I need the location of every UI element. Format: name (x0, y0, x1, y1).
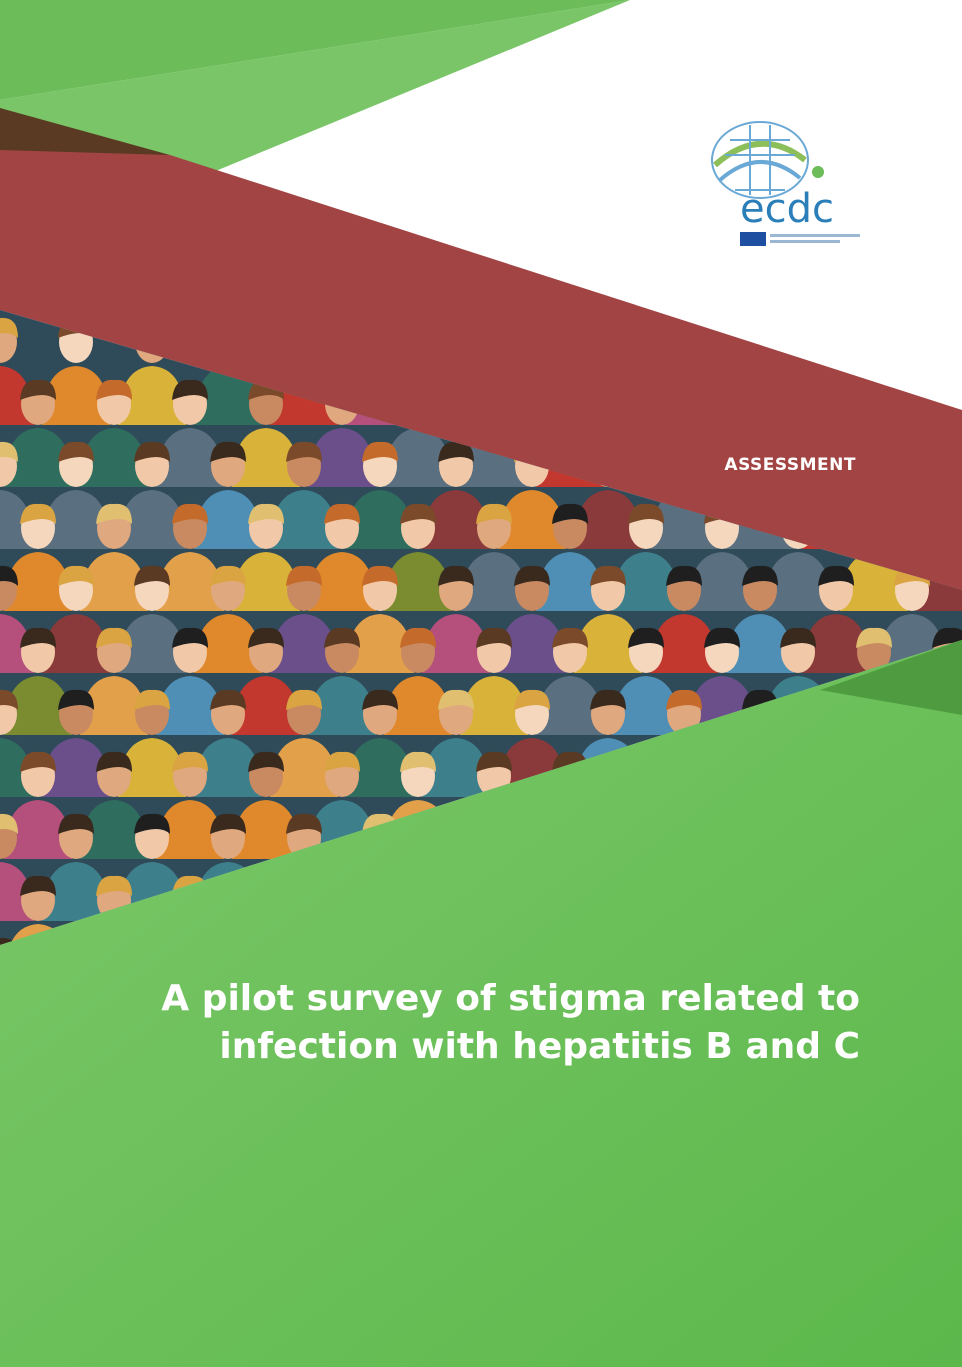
crowd-person (80, 751, 148, 859)
crowd-person (460, 503, 528, 611)
crowd-person (802, 565, 870, 673)
crowd-person (194, 441, 262, 549)
crowd-person (118, 441, 186, 549)
crowd-person (42, 689, 110, 797)
crowd-person (536, 503, 604, 611)
crowd-person (346, 441, 414, 549)
crowd-person (422, 441, 490, 549)
crowd-person (308, 627, 376, 735)
crowd-person (80, 627, 148, 735)
crowd-person (0, 441, 34, 549)
logo-wordmark: ecdc (740, 186, 834, 232)
crowd-person (346, 565, 414, 673)
crowd-person (118, 565, 186, 673)
crowd-person (4, 379, 72, 487)
crowd-person (0, 565, 34, 673)
crowd-person (422, 689, 490, 797)
title-line: A pilot survey of stigma related to (161, 978, 860, 1019)
crowd-person (42, 813, 110, 921)
crowd-person (270, 565, 338, 673)
section-label: ASSESSMENT (724, 455, 856, 475)
crowd-person (270, 689, 338, 797)
crowd-person (498, 565, 566, 673)
crowd-person (574, 565, 642, 673)
report-title: A pilot survey of stigma related to infe… (120, 975, 860, 1071)
crowd-person (4, 503, 72, 611)
crowd-person (156, 503, 224, 611)
crowd-person (650, 565, 718, 673)
crowd-person (232, 627, 300, 735)
title-line: infection with hepatitis B and C (219, 1026, 860, 1067)
crowd-person (232, 751, 300, 859)
crowd-person (80, 379, 148, 487)
crowd-person (384, 503, 452, 611)
crowd-person (0, 813, 34, 921)
crowd-person (194, 689, 262, 797)
crowd-person (308, 503, 376, 611)
crowd-person (232, 379, 300, 487)
crowd-person (42, 441, 110, 549)
crowd-person (0, 689, 34, 797)
crowd-person (384, 627, 452, 735)
bottom-green-band (0, 640, 962, 1367)
ecdc-logo: ecdc (711, 121, 860, 246)
crowd-person (194, 565, 262, 673)
crowd-person (726, 565, 794, 673)
crowd-person (612, 627, 680, 735)
crowd-person (422, 565, 490, 673)
crowd-person (232, 503, 300, 611)
crowd-person (346, 689, 414, 797)
crowd-person (0, 317, 34, 425)
crowd-person (156, 751, 224, 859)
crowd-person (156, 379, 224, 487)
crowd-person (270, 441, 338, 549)
crowd-person (4, 751, 72, 859)
crowd-person (4, 627, 72, 735)
eu-flag-icon (740, 232, 766, 246)
crowd-person (42, 565, 110, 673)
crowd-person (536, 627, 604, 735)
crowd-person (460, 627, 528, 735)
crowd-person (80, 503, 148, 611)
crowd-person (612, 503, 680, 611)
crowd-person (156, 627, 224, 735)
maroon-band (0, 150, 962, 590)
crowd-person (118, 689, 186, 797)
